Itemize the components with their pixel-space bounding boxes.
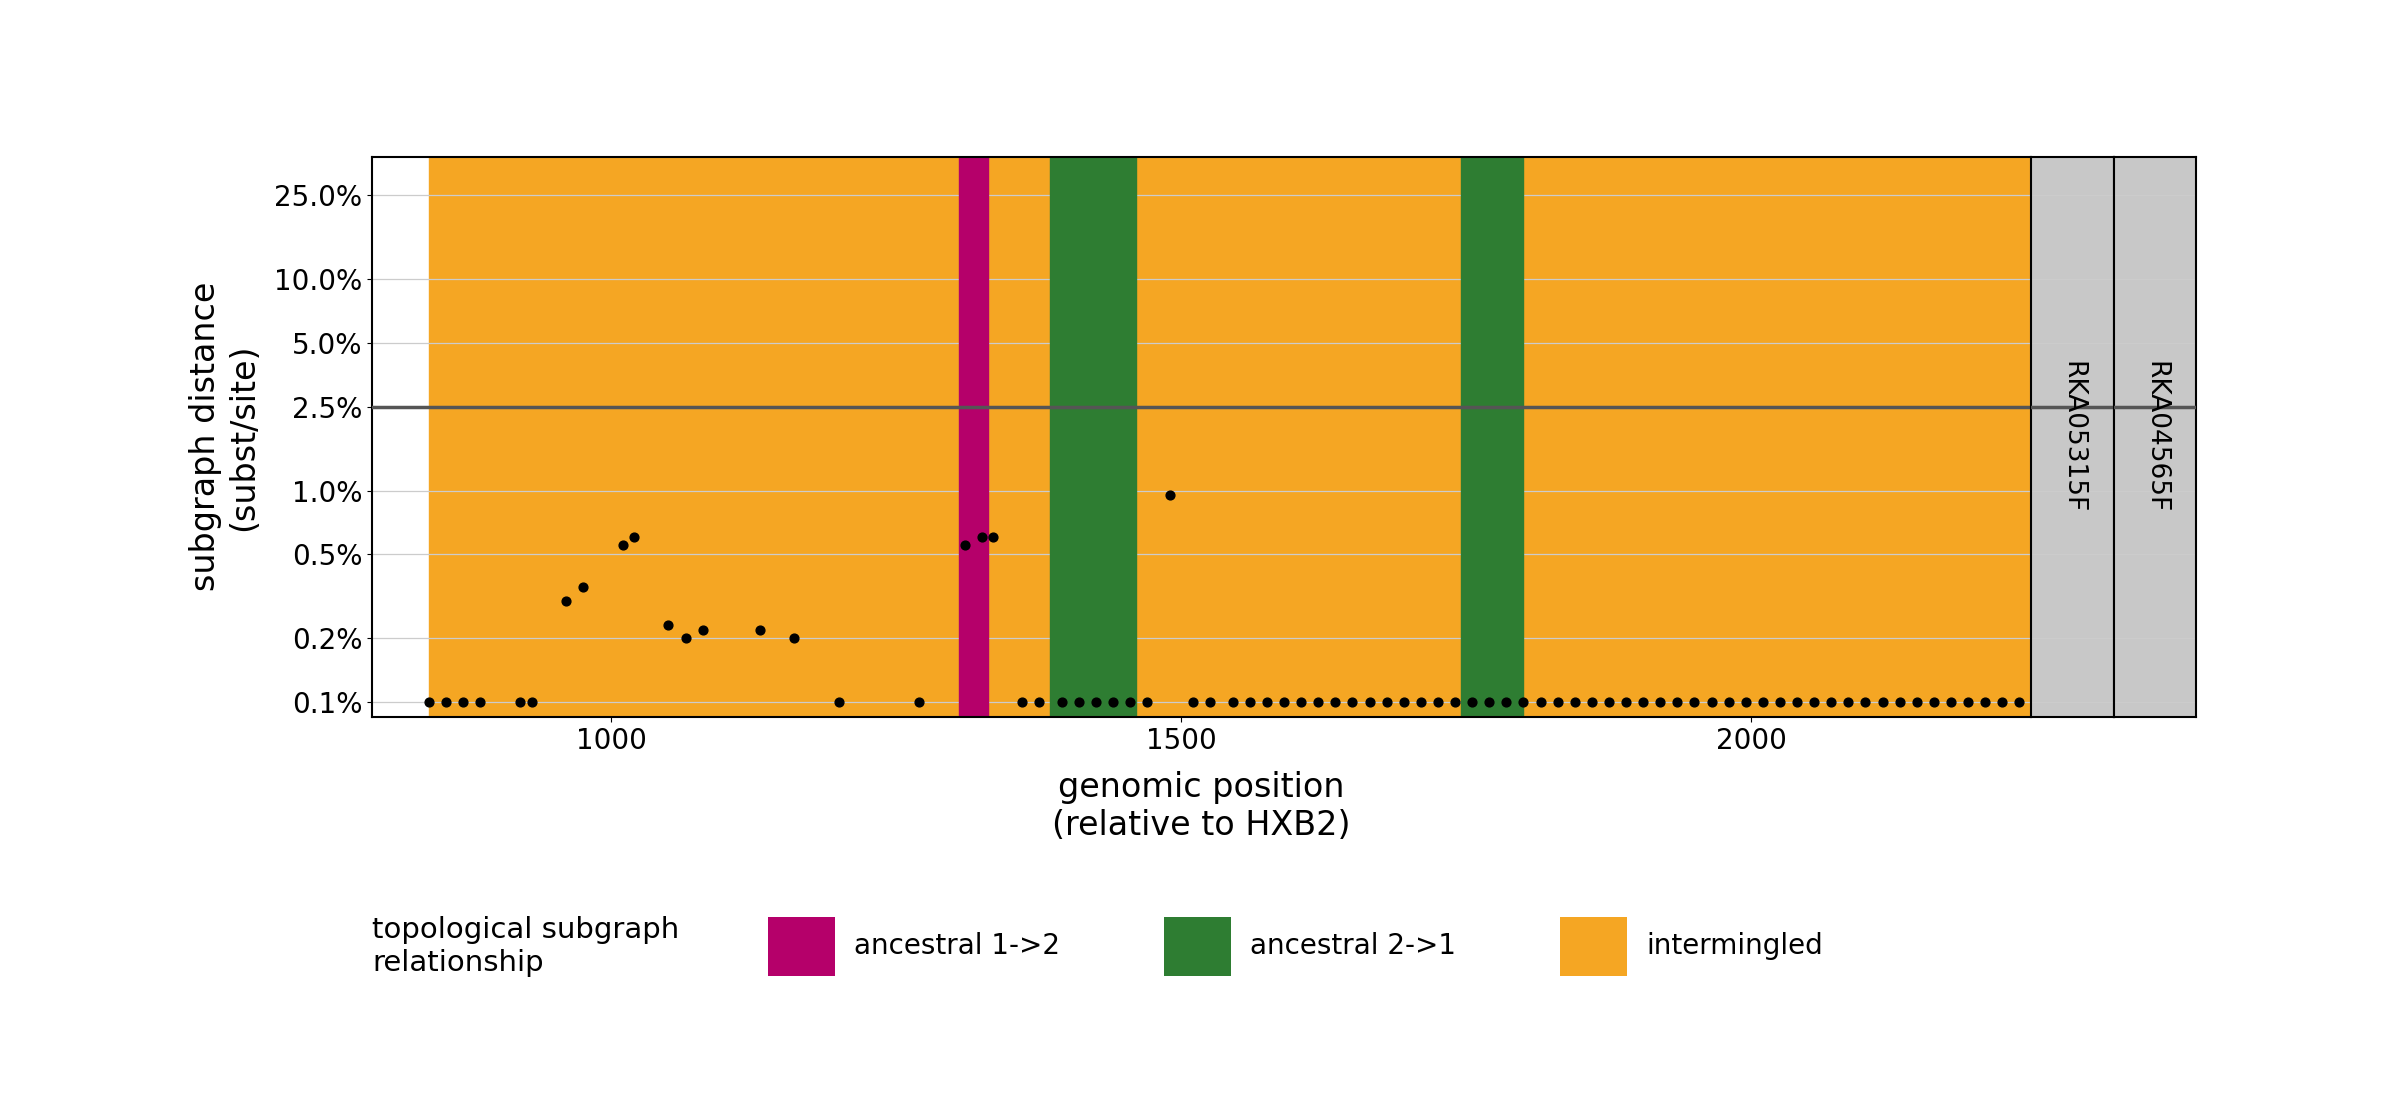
Point [1625, 693, 1663, 711]
Text: ancestral 2->1: ancestral 2->1 [1250, 932, 1457, 961]
Bar [960, 157, 989, 717]
Point [1078, 693, 1116, 711]
Bar [1051, 157, 1135, 717]
Point [1829, 693, 1867, 711]
Point [461, 693, 499, 711]
Point [1020, 693, 1058, 711]
Text: ancestral 1->2: ancestral 1->2 [854, 932, 1061, 961]
Point [900, 693, 938, 711]
Point [1351, 693, 1390, 711]
Point [1932, 693, 1970, 711]
Point [1505, 693, 1543, 711]
Point [1214, 693, 1253, 711]
Point [1469, 693, 1510, 711]
Point [1174, 693, 1212, 711]
Point [946, 536, 984, 554]
Point [1402, 693, 1440, 711]
Point [684, 620, 722, 638]
Point [739, 620, 778, 638]
Point [1128, 693, 1166, 711]
Point [1435, 693, 1474, 711]
Point [962, 529, 1001, 547]
Point [1999, 693, 2038, 711]
Point [1111, 693, 1150, 711]
Point [1589, 693, 1627, 711]
Y-axis label: subgraph distance
(subst/site): subgraph distance (subst/site) [190, 282, 259, 591]
Point [1812, 693, 1850, 711]
Point [1862, 693, 1901, 711]
Point [547, 592, 586, 610]
Point [1315, 693, 1354, 711]
Point [444, 693, 482, 711]
Point [667, 629, 706, 647]
Point [1488, 693, 1526, 711]
X-axis label: genomic position
(relative to HXB2): genomic position (relative to HXB2) [1051, 772, 1351, 842]
Point [1334, 693, 1373, 711]
Point [1742, 693, 1781, 711]
Point [1795, 693, 1834, 711]
Point [1190, 693, 1229, 711]
Point [1061, 693, 1099, 711]
Point [1572, 693, 1610, 711]
Point [614, 529, 653, 547]
Point [1248, 693, 1286, 711]
Point [1555, 693, 1594, 711]
Point [511, 693, 550, 711]
Point [974, 529, 1013, 547]
Text: RKA05315F: RKA05315F [2059, 361, 2086, 513]
Point [1608, 693, 1646, 711]
Point [1966, 693, 2004, 711]
Point [821, 693, 859, 711]
Point [1298, 693, 1337, 711]
Point [1418, 693, 1457, 711]
Point [1231, 693, 1270, 711]
Point [1898, 693, 1937, 711]
Text: intermingled: intermingled [1646, 932, 1824, 961]
Point [1522, 693, 1560, 711]
Point [1003, 693, 1042, 711]
Point [1385, 693, 1423, 711]
Point [1762, 693, 1800, 711]
Point [1675, 693, 1714, 711]
Point [1726, 693, 1764, 711]
Point [1882, 693, 1920, 711]
Point [1709, 693, 1747, 711]
Point [1368, 693, 1406, 711]
Point [1692, 693, 1730, 711]
Point [1042, 693, 1080, 711]
Point [1778, 693, 1817, 711]
Point [605, 536, 643, 554]
Point [1094, 693, 1133, 711]
Point [502, 693, 540, 711]
Point [1915, 693, 1954, 711]
Point [427, 693, 466, 711]
Point [1949, 693, 1987, 711]
Point [410, 693, 449, 711]
Point [1152, 486, 1190, 504]
Point [1982, 693, 2021, 711]
Point [1846, 693, 1884, 711]
Bar [1462, 157, 1524, 717]
Point [775, 629, 814, 647]
Point [1265, 693, 1303, 711]
Point [650, 616, 689, 634]
Point [1452, 693, 1490, 711]
Point [1658, 693, 1697, 711]
Point [1642, 693, 1680, 711]
Point [1538, 693, 1577, 711]
Point [1282, 693, 1320, 711]
Text: topological subgraph
relationship: topological subgraph relationship [372, 916, 679, 977]
Point [564, 578, 602, 596]
Text: RKA04565F: RKA04565F [2141, 361, 2167, 513]
